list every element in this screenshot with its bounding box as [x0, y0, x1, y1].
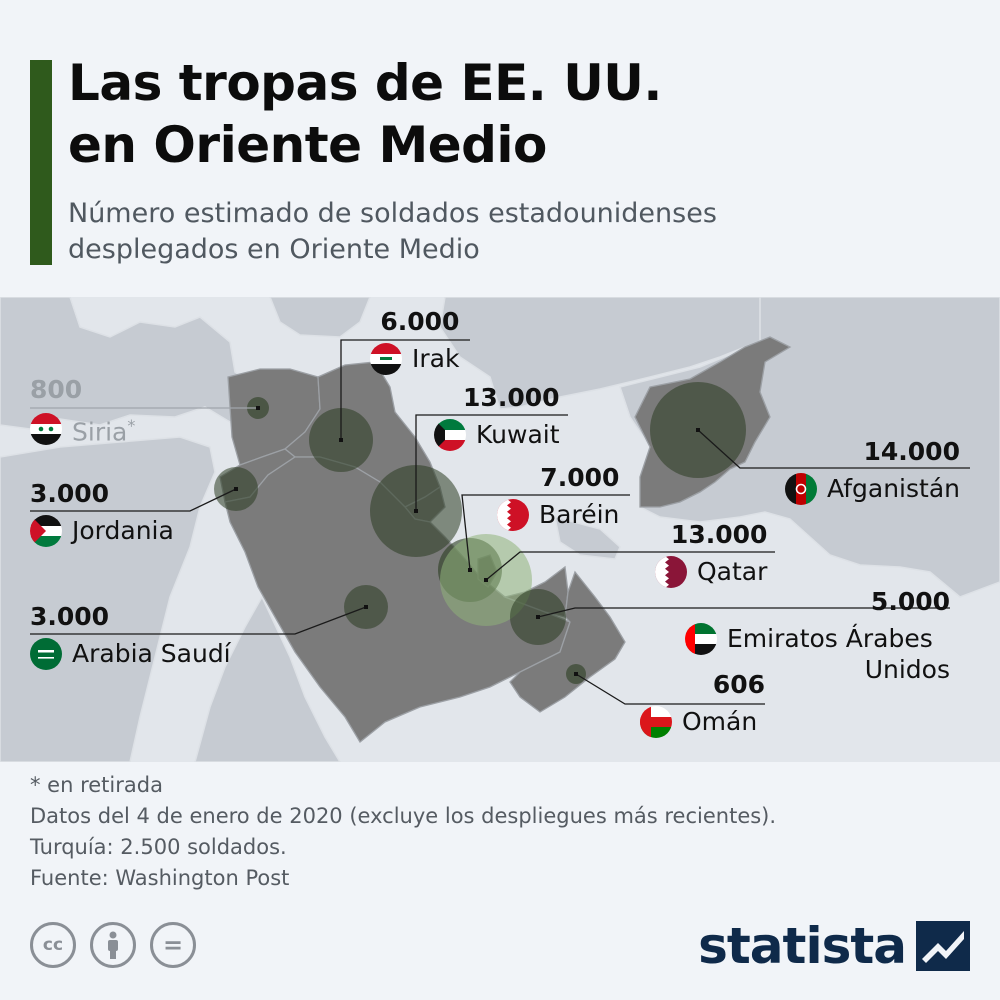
label-iraq: 6.000 Irak	[370, 307, 459, 375]
oman-name: Omán	[682, 707, 758, 736]
iraq-name: Irak	[412, 344, 460, 373]
iraq-value: 6.000	[380, 307, 460, 336]
syria-footnote-marker: *	[127, 416, 136, 435]
iraq-flag-icon	[370, 343, 402, 375]
leader-uae	[537, 607, 950, 618]
saudi-value: 3.000	[30, 602, 110, 631]
footnote-withdrawal: * en retirada	[30, 773, 163, 797]
leader-saudi	[30, 606, 367, 635]
afghanistan-value: 14.000	[863, 437, 960, 466]
label-afghanistan: 14.000 Afganistán	[785, 437, 960, 505]
label-kuwait: 13.000 Kuwait	[434, 383, 560, 451]
page-subtitle: Número estimado de soldados estadouniden…	[68, 196, 968, 268]
uae-value: 5.000	[870, 587, 950, 616]
leader-iraq	[340, 339, 470, 440]
cc-icon[interactable]: cc	[30, 922, 76, 968]
leader-afghanistan	[697, 429, 970, 469]
afghanistan-flag-icon	[785, 473, 817, 505]
label-uae: 5.000 Emiratos Árabes Unidos	[685, 587, 950, 685]
jordan-name: Jordania	[72, 516, 174, 545]
brand-name: statista	[698, 917, 907, 975]
saudi-flag-icon	[30, 638, 62, 670]
bahrain-name: Baréin	[539, 500, 620, 529]
subtitle-line-1: Número estimado de soldados estadouniden…	[68, 198, 717, 229]
by-icon[interactable]	[90, 922, 136, 968]
kuwait-name: Kuwait	[476, 420, 560, 449]
leader-bahrain	[461, 494, 630, 571]
jordan-flag-icon	[30, 515, 62, 547]
syria-country-text: Siria	[72, 417, 128, 447]
uae-flag-icon	[685, 623, 717, 655]
kuwait-value: 13.000	[463, 383, 560, 412]
syria-name: Siria*	[72, 411, 135, 447]
uae-name: Emiratos Árabes	[727, 624, 933, 653]
saudi-name: Arabia Saudí	[72, 639, 231, 668]
marker-dots	[234, 406, 700, 676]
qatar-name: Qatar	[697, 557, 768, 586]
kuwait-flag-icon	[434, 419, 466, 451]
statista-brand[interactable]: statista	[698, 918, 970, 974]
leader-oman	[575, 673, 765, 705]
oman-shape	[509, 570, 626, 713]
label-syria: 800 Siria*	[30, 375, 135, 447]
title-accent-bar	[30, 60, 52, 265]
leader-kuwait	[415, 414, 568, 511]
footnote-turkey: Turquía: 2.500 soldados.	[30, 835, 287, 859]
leader-lines	[30, 339, 970, 705]
page-title: Las tropas de EE. UU. en Oriente Medio	[68, 52, 662, 176]
label-oman: 606 Omán	[640, 670, 765, 738]
nd-icon[interactable]: =	[150, 922, 196, 968]
syria-flag-icon	[30, 413, 62, 446]
label-bahrain: 7.000 Baréin	[497, 463, 619, 531]
statista-logo-icon	[916, 921, 970, 971]
title-line-1: Las tropas de EE. UU.	[68, 54, 662, 112]
label-saudi: 3.000 Arabia Saudí	[30, 602, 231, 670]
bahrain-value: 7.000	[540, 463, 620, 492]
footnotes: * en retirada Datos del 4 de enero de 20…	[30, 770, 776, 894]
license-icons: cc =	[30, 922, 196, 968]
qatar-flag-icon	[655, 556, 687, 588]
subtitle-line-2: desplegados en Oriente Medio	[68, 234, 480, 265]
title-line-2: en Oriente Medio	[68, 116, 547, 174]
map-area: 6.000 Irak 800 Siria* 13.000 Kuwait 14.0…	[0, 297, 1000, 762]
footnote-source: Fuente: Washington Post	[30, 866, 290, 890]
oman-value: 606	[712, 670, 765, 699]
jordan-value: 3.000	[30, 479, 110, 508]
afghanistan-name: Afganistán	[827, 474, 960, 503]
label-qatar: 13.000 Qatar	[655, 520, 767, 588]
bahrain-flag-icon	[497, 499, 529, 531]
uae-name-line2: Unidos	[864, 655, 950, 684]
leader-qatar	[485, 551, 775, 581]
oman-flag-icon	[640, 706, 672, 738]
syria-value: 800	[30, 375, 83, 404]
leader-jordan	[30, 488, 237, 512]
qatar-value: 13.000	[670, 520, 768, 549]
label-jordan: 3.000 Jordania	[30, 479, 174, 547]
footnote-date: Datos del 4 de enero de 2020 (excluye lo…	[30, 804, 777, 828]
